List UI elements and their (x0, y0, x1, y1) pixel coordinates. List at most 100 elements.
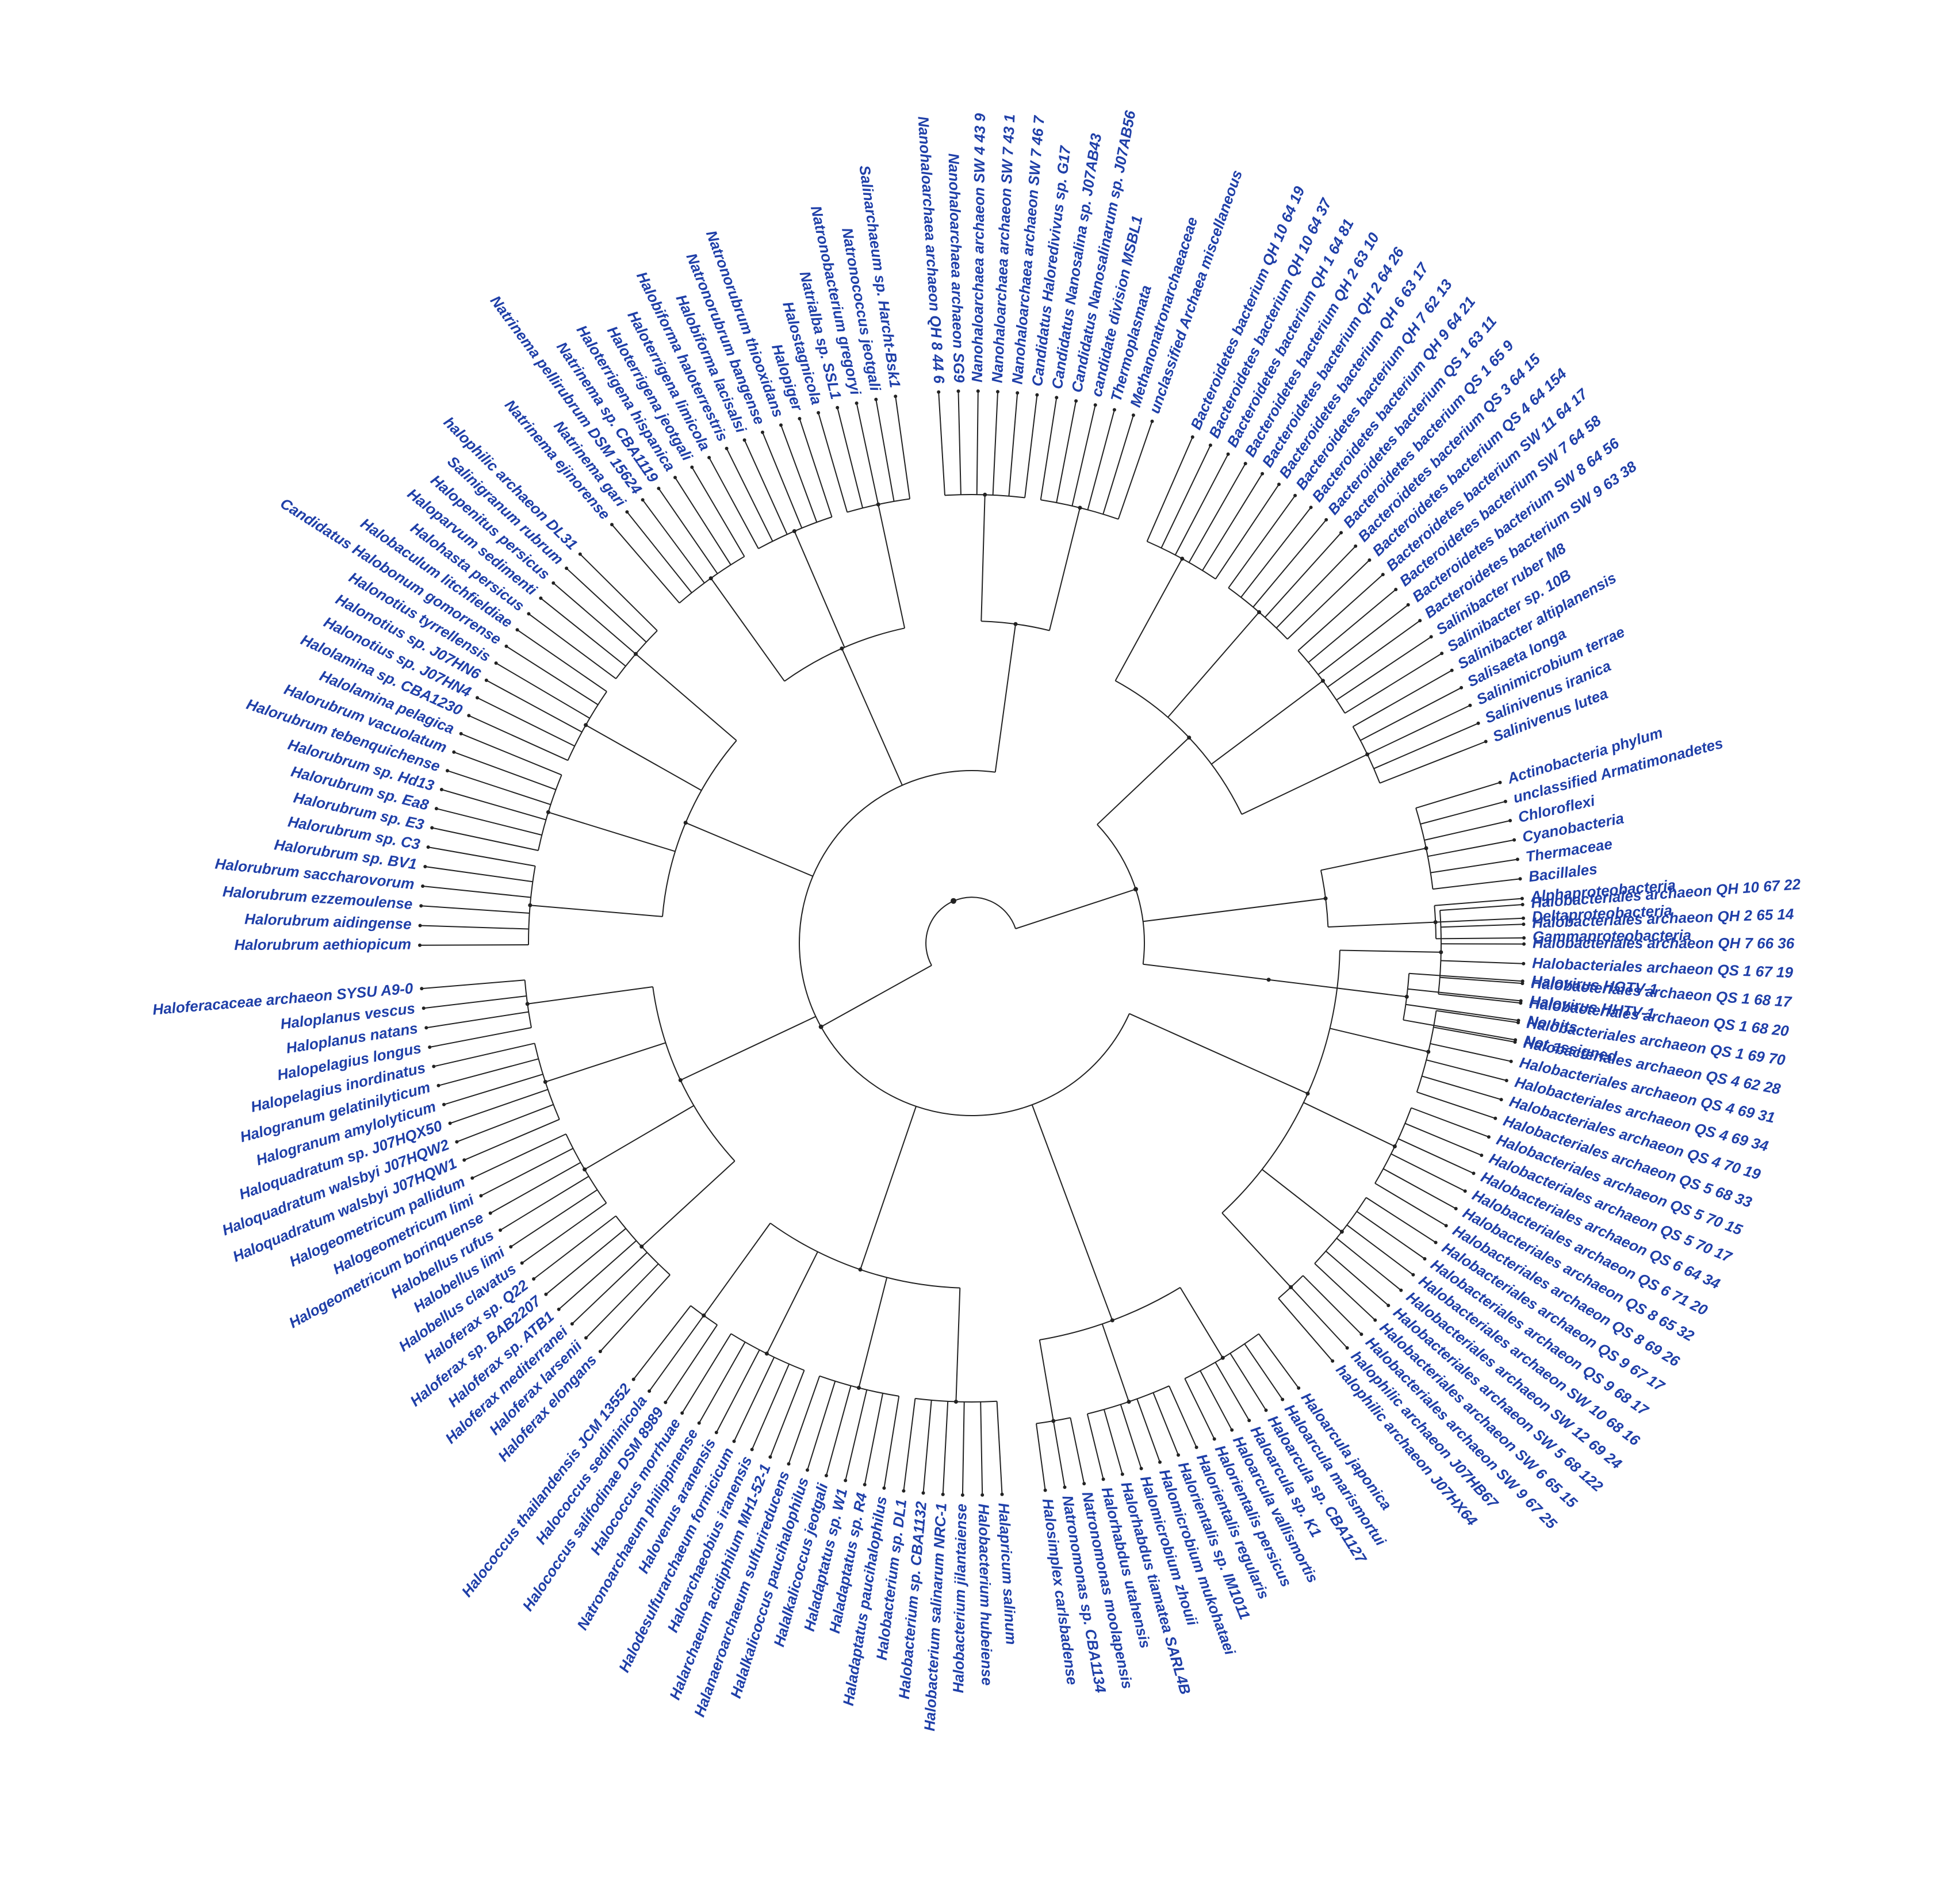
leaf-branch (422, 886, 531, 898)
leaf-branch (477, 697, 575, 747)
leaf-branch (1308, 589, 1396, 663)
leaf-branch (1403, 1019, 1516, 1041)
subclade-branch (1330, 1028, 1429, 1052)
leaf-branch (1152, 1392, 1179, 1455)
leaf-branch (441, 789, 546, 821)
leaf-branch (751, 1363, 790, 1450)
leaf-branch (642, 499, 705, 584)
subclade-branch (703, 1223, 771, 1316)
leaf-label: Bacillales (1527, 860, 1598, 886)
leaf-branch (1087, 409, 1115, 510)
leaf-branch (540, 597, 626, 667)
leaf-branch (436, 808, 542, 836)
leaf-branch (1070, 1418, 1085, 1484)
leaf-label: Nanohaloarchaea archaeon SG9 (945, 153, 968, 383)
leaf-branch (1356, 1210, 1426, 1259)
leaf-branch (649, 1315, 704, 1392)
leaf-branch (626, 511, 692, 593)
leaf-branch (1353, 669, 1453, 727)
leaf-label: Nanohaloarchaea archaeon SW 4 43 9 (968, 113, 989, 382)
leaf-branch (962, 1401, 965, 1495)
leaf-branch (1404, 1123, 1482, 1156)
leaf-branch (992, 392, 998, 495)
leaf-branch (845, 1389, 868, 1481)
tree-branches (418, 389, 1526, 1497)
subclade-branch (1114, 558, 1183, 681)
archaea-branch (1129, 1013, 1308, 1094)
leaf-branch (422, 979, 525, 990)
leaf-branch (1325, 1250, 1389, 1306)
leaf-branch (1435, 917, 1524, 923)
leaf-branch (1258, 1333, 1300, 1389)
leaf-branch (1117, 421, 1153, 520)
leaf-branch (566, 568, 647, 643)
leaf-branch (1398, 1138, 1474, 1174)
subclade-branch (858, 1277, 888, 1388)
root-branch (1015, 888, 1136, 929)
leaf-branch (1052, 1420, 1066, 1488)
leaf-branch (1427, 839, 1515, 857)
tree-leaf-labels: Halobacteriales archaeon QH 10 67 22Halo… (152, 109, 1801, 1731)
leaf-branch (425, 866, 533, 883)
leaf-branch (553, 583, 637, 654)
subclade-branch (1211, 680, 1324, 765)
leaf-branch (1146, 436, 1193, 542)
leaf-branch (1346, 1224, 1414, 1275)
leaf-branch (726, 448, 773, 542)
bacteria-branch (1097, 737, 1190, 825)
subclade-branch (980, 495, 986, 622)
leaf-branch (438, 1058, 539, 1086)
leaf-branch (468, 715, 568, 761)
leaf-branch (1391, 1153, 1466, 1192)
leaf-branch (1103, 1409, 1123, 1474)
leaf-branch (665, 1324, 718, 1403)
leaf-branch (1345, 653, 1442, 714)
leaf-branch (420, 925, 529, 930)
subclade-branch (794, 531, 845, 648)
leaf-branch (580, 553, 658, 631)
archaea-branch (841, 648, 903, 786)
subclade-branch (1039, 1339, 1054, 1422)
subclade-branch (530, 905, 663, 917)
leaf-branch (818, 412, 848, 512)
leaf-branch (1215, 484, 1280, 580)
leaf-branch (1184, 1378, 1215, 1439)
leaf-branch (895, 396, 911, 499)
leaf-branch (1244, 1343, 1284, 1400)
leaf-branch (1420, 800, 1506, 825)
leaf-branch (837, 407, 864, 508)
leaf-branch (1432, 878, 1520, 890)
leaf-branch (1188, 463, 1246, 563)
leaf-branch (733, 1357, 775, 1442)
leaf-branch (1407, 988, 1521, 1002)
leaf-label: Nanohaloarchaea archaeon QH 8 44 6 (914, 116, 948, 384)
leaf-branch (1056, 401, 1077, 503)
leaf-branch (681, 1333, 732, 1413)
leaf-branch (1215, 1362, 1250, 1421)
leaf-branch (510, 1189, 598, 1247)
leaf-branch (490, 1162, 581, 1214)
leaf-branch (799, 418, 833, 518)
leaf-branch (1202, 473, 1263, 571)
leaf-branch (856, 403, 879, 505)
leaf-label: Halobacterium hubeiense (975, 1503, 996, 1685)
leaf-branch (1415, 781, 1500, 809)
leaf-branch (1441, 960, 1524, 964)
leaf-branch (1278, 1298, 1333, 1362)
leaf-branch (600, 1274, 671, 1352)
subclade-branch (1241, 753, 1368, 815)
bacteria-branch (1143, 898, 1326, 922)
leaf-branch (461, 733, 562, 776)
leaf-branch (453, 751, 556, 791)
archaea-branch (685, 822, 813, 877)
subclade-branch (955, 1288, 961, 1402)
leaf-branch (825, 1385, 852, 1476)
leaf-branch (769, 1370, 805, 1458)
leaf-branch (1382, 1168, 1457, 1209)
subclade-branch (710, 578, 786, 682)
leaf-branch (1275, 546, 1356, 629)
leaf-branch (533, 1215, 616, 1279)
leaf-branch (1160, 445, 1211, 549)
leaf-branch (715, 1349, 760, 1433)
